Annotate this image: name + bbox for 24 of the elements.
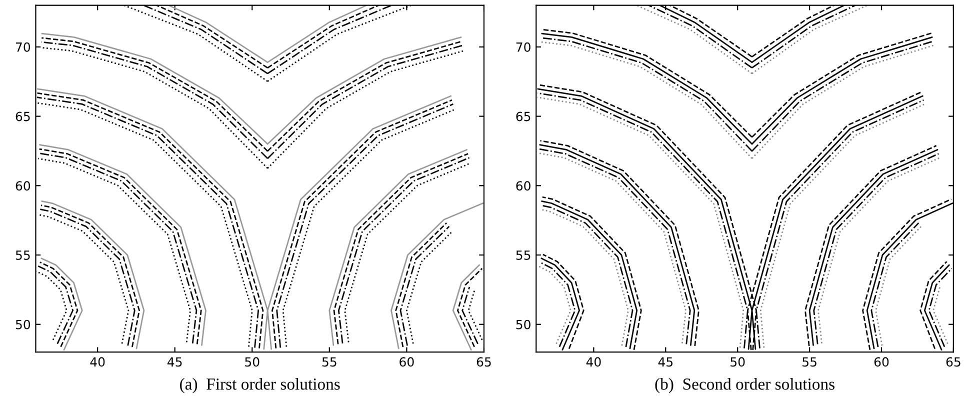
text: (b) Second order solutions (655, 378, 834, 394)
y-tick-label: 50 (16, 320, 30, 330)
y-tick-label: 70 (516, 42, 530, 52)
x-tick-label: 45 (658, 357, 672, 367)
x-tick-label: 65 (946, 357, 960, 367)
x-tick-label: 65 (476, 357, 491, 367)
y-tick-label: 70 (16, 42, 30, 52)
x-tick-label: 50 (730, 357, 745, 367)
text: (a) First order solutions (180, 378, 340, 394)
y-tick-label: 65 (516, 112, 530, 122)
y-tick-label: 55 (16, 250, 30, 260)
x-tick-label: 55 (322, 357, 336, 367)
x-tick-label: 60 (400, 357, 414, 367)
x-tick-label: 40 (90, 357, 105, 367)
x-tick-label: 55 (802, 357, 816, 367)
x-tick-label: 45 (168, 357, 182, 367)
x-tick-label: 50 (245, 357, 260, 367)
y-tick-label: 60 (16, 181, 30, 191)
y-tick-label: 55 (516, 250, 530, 260)
x-tick-label: 40 (586, 357, 601, 367)
x-tick-label: 60 (874, 357, 889, 367)
y-tick-label: 65 (16, 112, 30, 122)
y-tick-label: 50 (516, 320, 530, 330)
y-tick-label: 60 (516, 181, 530, 191)
